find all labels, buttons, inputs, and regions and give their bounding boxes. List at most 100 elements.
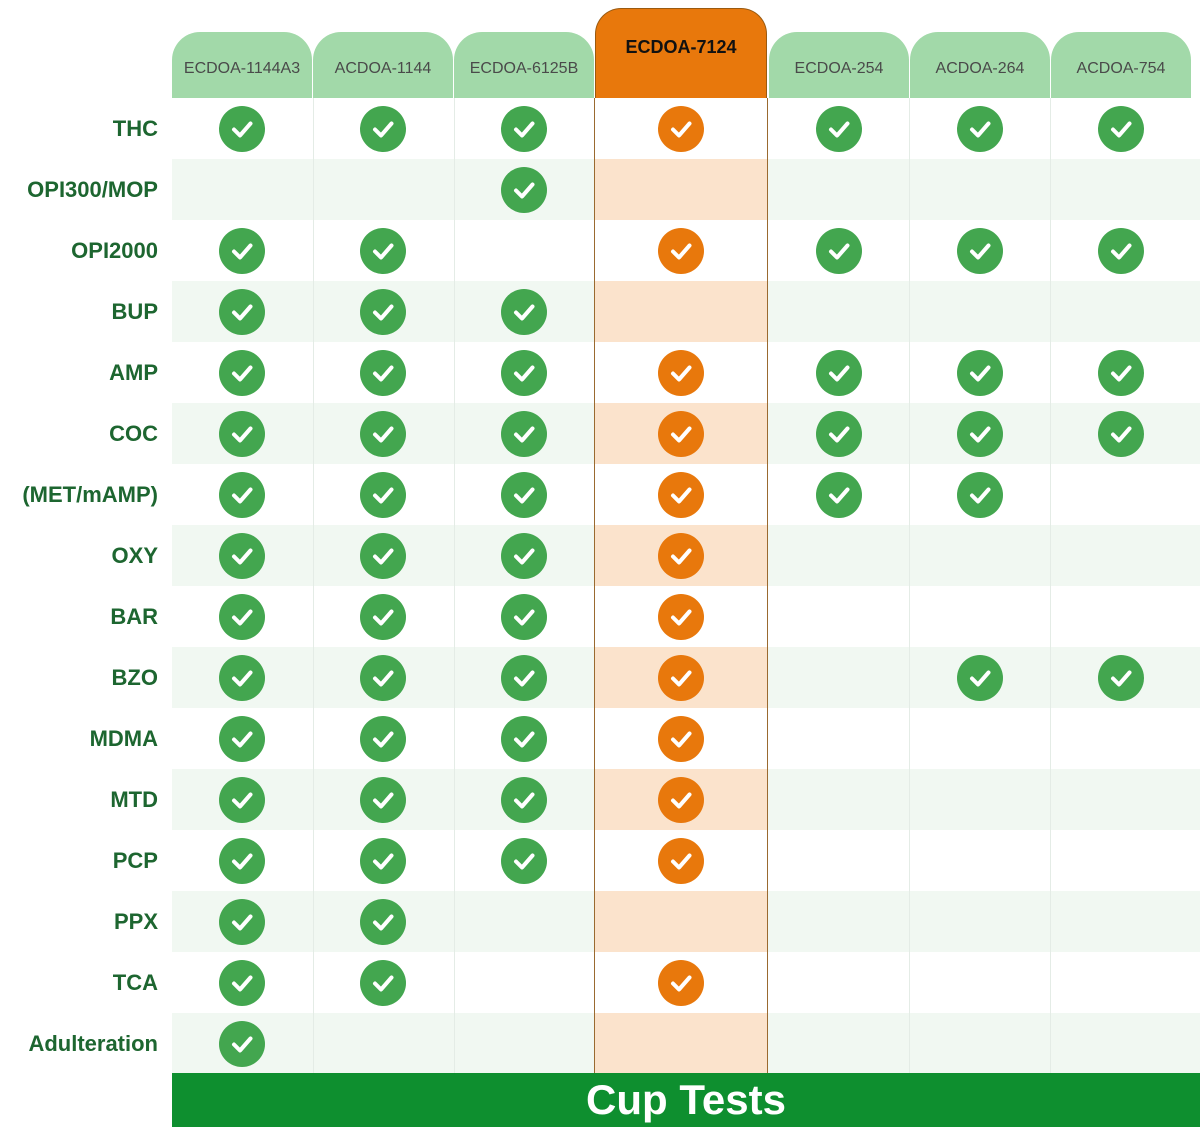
- footer-title: Cup Tests: [586, 1076, 786, 1123]
- column-header: ECDOA-254: [769, 32, 909, 98]
- highlight-cell: [595, 1013, 767, 1074]
- row-label: THC: [112, 115, 158, 141]
- checkmark-icon: [219, 959, 265, 1006]
- checkmark-icon: [219, 532, 265, 579]
- row-label: MDMA: [89, 725, 158, 751]
- checkmark-icon: [501, 166, 547, 213]
- row-label: OXY: [111, 542, 158, 568]
- checkmark-icon: [360, 288, 406, 335]
- row-label: Adulteration: [28, 1030, 158, 1056]
- row-label: BAR: [110, 603, 158, 629]
- checkmark-icon: [501, 532, 547, 579]
- checkmark-icon: [658, 532, 704, 579]
- checkmark-icon: [957, 105, 1003, 152]
- checkmark-icon: [658, 410, 704, 457]
- checkmark-icon: [501, 776, 547, 823]
- checkmark-icon: [816, 410, 862, 457]
- checkmark-icon: [219, 105, 265, 152]
- row-label: PCP: [112, 847, 158, 873]
- column-header: ECDOA-6125B: [454, 32, 594, 98]
- column-header: ECDOA-1144A3: [172, 32, 312, 98]
- checkmark-icon: [501, 593, 547, 640]
- checkmark-icon: [501, 288, 547, 335]
- checkmark-icon: [219, 715, 265, 762]
- checkmark-icon: [658, 593, 704, 640]
- checkmark-icon: [501, 715, 547, 762]
- highlight-cell: [595, 891, 767, 952]
- checkmark-icon: [501, 105, 547, 152]
- checkmark-icon: [1098, 105, 1144, 152]
- checkmark-icon: [957, 410, 1003, 457]
- checkmark-icon: [658, 105, 704, 152]
- row-label: AMP: [109, 359, 158, 385]
- checkmark-icon: [219, 288, 265, 335]
- checkmark-icon: [360, 837, 406, 884]
- checkmark-icon: [219, 898, 265, 945]
- checkmark-icon: [658, 776, 704, 823]
- checkmark-icon: [219, 349, 265, 396]
- checkmark-icon: [1098, 227, 1144, 274]
- checkmark-icon: [501, 837, 547, 884]
- checkmark-icon: [816, 349, 862, 396]
- row-label: PPX: [113, 908, 158, 934]
- checkmark-icon: [957, 227, 1003, 274]
- checkmark-icon: [957, 349, 1003, 396]
- checkmark-icon: [658, 349, 704, 396]
- checkmark-icon: [658, 654, 704, 701]
- checkmark-icon: [501, 410, 547, 457]
- row-label: OPI2000: [71, 237, 158, 263]
- row-label: OPI300/MOP: [27, 176, 158, 202]
- checkmark-icon: [360, 776, 406, 823]
- row-label: MTD: [110, 786, 158, 812]
- checkmark-icon: [658, 959, 704, 1006]
- checkmark-icon: [360, 532, 406, 579]
- checkmark-icon: [658, 837, 704, 884]
- checkmark-icon: [1098, 410, 1144, 457]
- checkmark-icon: [219, 776, 265, 823]
- column-divider: [454, 98, 455, 1073]
- row-label: BZO: [111, 664, 158, 690]
- checkmark-icon: [219, 593, 265, 640]
- column-divider: [1050, 98, 1051, 1073]
- checkmark-icon: [219, 227, 265, 274]
- row-label: COC: [109, 420, 158, 446]
- checkmark-icon: [360, 410, 406, 457]
- checkmark-icon: [501, 654, 547, 701]
- checkmark-icon: [957, 471, 1003, 518]
- column-header-label: ECDOA-6125B: [469, 60, 579, 77]
- row-label: BUP: [111, 298, 158, 324]
- checkmark-icon: [501, 471, 547, 518]
- checkmark-icon: [219, 410, 265, 457]
- column-divider: [909, 98, 910, 1073]
- highlight-cell: [595, 281, 767, 342]
- checkmark-icon: [219, 471, 265, 518]
- checkmark-icon: [658, 227, 704, 274]
- checkmark-icon: [501, 349, 547, 396]
- checkmark-icon: [1098, 654, 1144, 701]
- checkmark-icon: [219, 1020, 265, 1067]
- checkmark-icon: [360, 654, 406, 701]
- checkmark-icon: [957, 654, 1003, 701]
- checkmark-icon: [1098, 349, 1144, 396]
- column-header: ACDOA-1144: [313, 32, 453, 98]
- column-header-label: ACDOA-264: [935, 60, 1025, 77]
- checkmark-icon: [219, 654, 265, 701]
- column-header: ACDOA-264: [910, 32, 1050, 98]
- checkmark-icon: [360, 471, 406, 518]
- highlight-cell: [595, 159, 767, 220]
- column-header: ECDOA-7124: [595, 8, 767, 98]
- checkmark-icon: [360, 959, 406, 1006]
- checkmark-icon: [658, 715, 704, 762]
- row-label: (MET/mAMP): [22, 481, 158, 507]
- checkmark-icon: [360, 105, 406, 152]
- checkmark-icon: [658, 471, 704, 518]
- checkmark-icon: [816, 227, 862, 274]
- column-header-label: ECDOA-7124: [625, 37, 737, 57]
- column-header-label: ACDOA-754: [1076, 60, 1166, 77]
- checkmark-icon: [816, 471, 862, 518]
- checkmark-icon: [360, 715, 406, 762]
- row-label: TCA: [112, 969, 158, 995]
- checkmark-icon: [360, 593, 406, 640]
- column-divider: [313, 98, 314, 1073]
